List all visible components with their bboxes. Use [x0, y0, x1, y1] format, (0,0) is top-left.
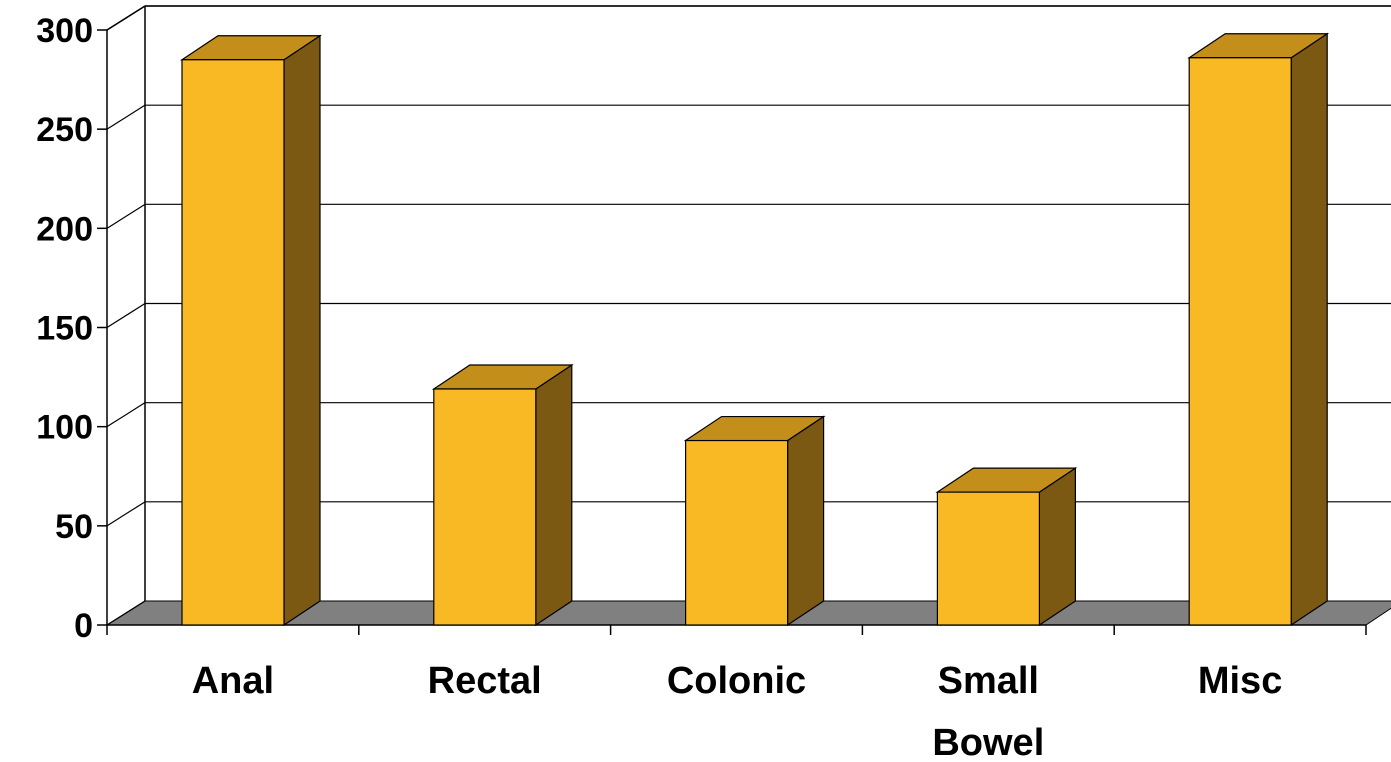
- side-gridline: [106, 600, 146, 626]
- bars: [180, 32, 1330, 627]
- y-axis: 0 50 100 150 200 250 300: [36, 12, 108, 645]
- y-tick-label: 0: [74, 607, 93, 645]
- bar-front-face: [684, 439, 789, 626]
- bar-misc: [1187, 32, 1330, 627]
- bar-side-face: [1038, 466, 1077, 627]
- x-tick-label: Small Bowel: [932, 660, 1044, 762]
- x-tick-label-line: Bowel: [932, 722, 1044, 762]
- y-tick-label: 250: [36, 111, 93, 149]
- x-tick-label-line: Small: [938, 660, 1039, 702]
- side-gridline: [106, 203, 146, 229]
- x-tick-label: Colonic: [667, 660, 806, 702]
- y-tick-label: 100: [36, 409, 93, 447]
- side-gridline: [106, 501, 146, 527]
- bar-rectal: [431, 363, 574, 627]
- side-gridline: [106, 302, 146, 329]
- x-tick-label-line: Rectal: [428, 660, 542, 702]
- x-tick-label: Misc: [1198, 660, 1282, 702]
- x-tick-label-line: Colonic: [667, 660, 806, 702]
- bar-side-face: [786, 415, 825, 627]
- y-tick-label: 300: [36, 12, 93, 50]
- bar-front-face: [936, 491, 1041, 626]
- bar-side-face: [283, 34, 321, 627]
- bar-front-face: [433, 388, 537, 626]
- x-tick-label: Anal: [192, 660, 274, 702]
- y-tick-label: 50: [55, 508, 93, 546]
- side-gridline: [106, 402, 146, 428]
- x-tick-label: Rectal: [428, 660, 542, 702]
- bar-small-bowel: [935, 466, 1078, 627]
- x-tick-label-line: Misc: [1198, 660, 1282, 702]
- bar-front-face: [1188, 57, 1292, 626]
- x-tick-label-line: Anal: [192, 660, 274, 702]
- bar-anal: [180, 34, 322, 627]
- y-tick-label: 150: [36, 310, 93, 348]
- bar-side-face: [1290, 32, 1328, 627]
- y-tick-label: 200: [36, 210, 93, 248]
- gridlines: [106, 5, 1391, 626]
- bar-colonic: [683, 415, 826, 627]
- side-gridline: [106, 104, 146, 130]
- x-axis: [106, 624, 1367, 635]
- side-gridline: [106, 5, 146, 31]
- bar-front-face: [181, 59, 285, 626]
- x-tick-labels: Anal Rectal Colonic Small Bowel Misc: [192, 660, 1283, 762]
- bar-side-face: [535, 363, 573, 627]
